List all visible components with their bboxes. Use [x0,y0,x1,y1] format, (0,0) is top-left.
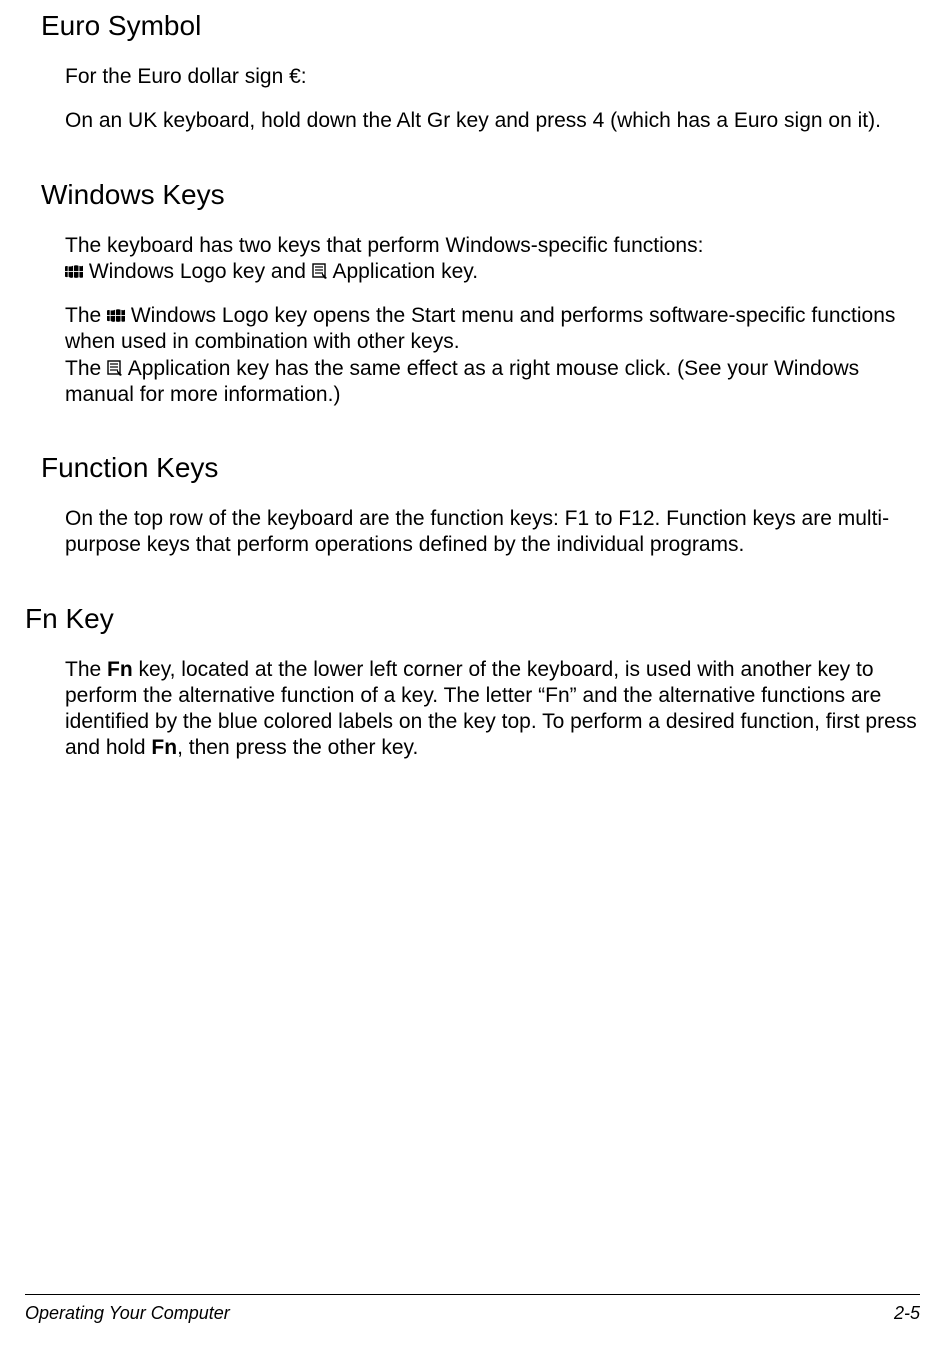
function-p1: On the top row of the keyboard are the f… [65,506,920,559]
euro-p1-pre: For the Euro dollar sign [65,65,289,88]
fn-p1: The Fn key, located at the lower left co… [65,657,920,762]
windows-logo-icon [107,303,125,329]
application-key-icon [312,259,328,285]
windows-p2-pre: The [65,304,107,327]
euro-icon: € [289,64,301,90]
windows-heading: Windows Keys [41,179,920,211]
windows-p1-post: Application key. [333,260,479,283]
windows-p1: The keyboard has two keys that perform W… [65,233,920,286]
euro-p1: For the Euro dollar sign €: [65,64,920,90]
application-key-icon [107,356,123,382]
windows-p2: The Windows Logo key opens the Start men… [65,303,920,408]
page-content: Euro Symbol For the Euro dollar sign €: … [0,0,945,762]
fn-p1-c: , then press the other key. [177,736,418,759]
windows-p2-b-pre: The [65,357,107,380]
euro-heading: Euro Symbol [41,10,920,42]
windows-logo-icon [65,259,83,285]
windows-p2-b-post: Application key has the same effect as a… [65,357,859,406]
fn-heading: Fn Key [25,603,920,635]
page-footer: Operating Your Computer 2-5 [25,1294,920,1324]
euro-p2: On an UK keyboard, hold down the Alt Gr … [65,108,920,134]
windows-p1-mid: Windows Logo key and [89,260,312,283]
footer-left: Operating Your Computer [25,1303,230,1324]
euro-p1-post: : [301,65,307,88]
fn-p1-a: The [65,658,107,681]
fn-bold-2: Fn [151,736,177,759]
function-heading: Function Keys [41,452,920,484]
fn-bold-1: Fn [107,658,133,681]
footer-right: 2-5 [894,1303,920,1324]
windows-p1-pre: The keyboard has two keys that perform W… [65,234,703,257]
windows-p2-a: Windows Logo key opens the Start menu an… [65,304,895,353]
